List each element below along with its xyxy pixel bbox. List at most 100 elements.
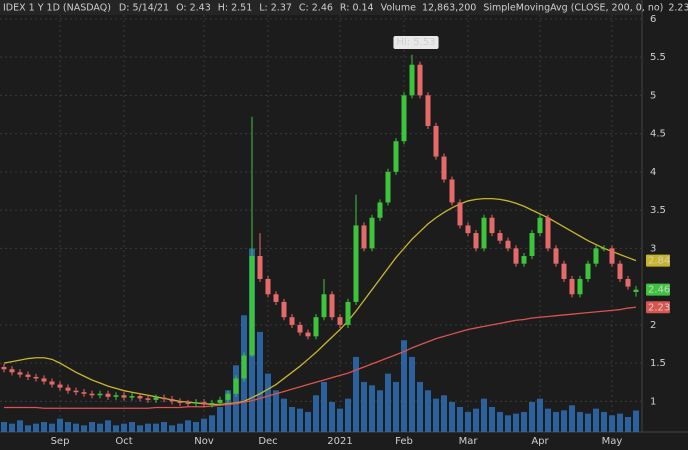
candle-body bbox=[441, 156, 447, 180]
volume-bar bbox=[89, 421, 95, 432]
volume-bar bbox=[585, 413, 591, 432]
candle-body bbox=[393, 141, 399, 172]
volume-bar bbox=[169, 425, 175, 432]
candle-body bbox=[113, 395, 119, 397]
volume-bar bbox=[521, 411, 527, 432]
candle-body bbox=[105, 393, 111, 397]
volume-bar bbox=[393, 381, 399, 432]
volume-bar bbox=[257, 331, 263, 432]
candle-body bbox=[9, 369, 15, 373]
header-text: 2.51 bbox=[231, 3, 252, 14]
volume-bar bbox=[537, 398, 543, 432]
candle-body bbox=[465, 225, 471, 234]
header-text: H: bbox=[218, 3, 228, 14]
candle-body bbox=[89, 393, 95, 396]
candle-body bbox=[313, 317, 319, 337]
volume-bar bbox=[449, 401, 455, 432]
volume-bar bbox=[225, 390, 231, 432]
volume-bar bbox=[57, 418, 63, 432]
volume-bar bbox=[137, 425, 143, 432]
volume-bar bbox=[609, 415, 615, 432]
x-tick-label: Mar bbox=[459, 436, 479, 447]
moving-average-line bbox=[4, 306, 637, 409]
header-text: 0.14 bbox=[352, 3, 373, 14]
header-text: 2.46 bbox=[312, 3, 333, 14]
y-tick-label: 3 bbox=[650, 243, 656, 254]
candle-body bbox=[617, 263, 623, 279]
volume-bar bbox=[409, 356, 415, 432]
candle-body bbox=[241, 355, 247, 379]
volume-bar bbox=[561, 410, 567, 432]
candle-body bbox=[569, 278, 575, 295]
candle-body bbox=[233, 378, 239, 394]
candle-body bbox=[273, 294, 279, 302]
candle-body bbox=[425, 95, 431, 126]
price-label: 2.46 bbox=[648, 285, 670, 296]
volume-bar bbox=[17, 420, 23, 432]
header-text: Volume bbox=[381, 3, 416, 14]
candle-body bbox=[521, 256, 527, 264]
volume-bar bbox=[73, 423, 79, 432]
header-text: O: bbox=[176, 3, 187, 14]
x-tick-label: Apr bbox=[531, 436, 549, 447]
volume-bar bbox=[9, 423, 15, 432]
candle-body bbox=[97, 393, 103, 396]
candle-body bbox=[553, 248, 559, 264]
candle-body bbox=[369, 217, 375, 249]
candle-body bbox=[25, 374, 31, 377]
volume-bar bbox=[337, 408, 343, 432]
volume-bar bbox=[577, 411, 583, 432]
volume-bar bbox=[153, 423, 159, 432]
candle-body bbox=[337, 317, 343, 325]
candle-body bbox=[217, 399, 223, 403]
header-bar bbox=[0, 0, 642, 15]
volume-bar bbox=[321, 381, 327, 432]
volume-bar bbox=[281, 398, 287, 432]
y-tick-label: 1.5 bbox=[650, 358, 666, 369]
candle-body bbox=[345, 301, 351, 325]
volume-bar bbox=[361, 381, 367, 432]
volume-bar bbox=[481, 398, 487, 432]
candle-body bbox=[489, 217, 495, 234]
price-label-box bbox=[646, 301, 670, 314]
volume-bar bbox=[121, 423, 127, 432]
volume-bar bbox=[401, 340, 407, 432]
x-tick-label: May bbox=[602, 436, 623, 447]
volume-bar bbox=[65, 421, 71, 432]
candle-body bbox=[145, 398, 151, 400]
header-text: 2.23 bbox=[668, 3, 688, 14]
header-text: 12,863,200 bbox=[422, 3, 476, 14]
volume-bar bbox=[457, 406, 463, 432]
volume-bar bbox=[1, 421, 7, 432]
volume-bar bbox=[25, 425, 31, 432]
volume-bar bbox=[113, 425, 119, 432]
candle-body bbox=[385, 171, 391, 203]
candle-body bbox=[73, 390, 79, 393]
volume-bar bbox=[593, 408, 599, 432]
volume-bar bbox=[145, 423, 151, 432]
candle-body bbox=[265, 278, 271, 295]
header-text: 2.43 bbox=[190, 3, 211, 14]
volume-bar bbox=[377, 390, 383, 432]
volume-bar bbox=[129, 421, 135, 432]
candle-body bbox=[481, 217, 487, 249]
candle-body bbox=[561, 263, 567, 279]
candle-body bbox=[281, 301, 287, 318]
volume-bar bbox=[233, 365, 239, 432]
volume-bar bbox=[473, 408, 479, 432]
candle-body bbox=[457, 202, 463, 226]
volume-bar bbox=[273, 390, 279, 432]
candle-body bbox=[129, 396, 135, 398]
volume-bar bbox=[305, 411, 311, 432]
candle-body bbox=[353, 225, 359, 302]
volume-bar bbox=[265, 373, 271, 432]
candle-body bbox=[201, 402, 207, 405]
x-tick-label: Dec bbox=[258, 436, 277, 447]
volume-bar bbox=[417, 381, 423, 432]
header-text: 5/14/21 bbox=[132, 3, 169, 14]
candle-body bbox=[625, 278, 631, 287]
candle-body bbox=[185, 402, 191, 404]
candle-body bbox=[41, 378, 47, 382]
volume-bar bbox=[633, 410, 639, 432]
